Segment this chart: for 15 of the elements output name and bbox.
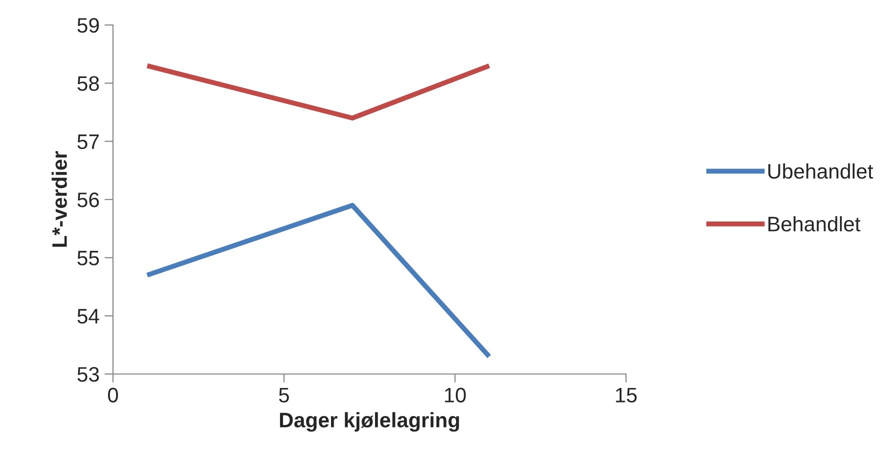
legend-label: Behandlet bbox=[768, 216, 860, 232]
y-tick-label: 56 bbox=[77, 192, 99, 208]
y-axis-title: L*-verdier bbox=[52, 151, 67, 247]
y-tick-label: 53 bbox=[77, 367, 99, 382]
x-tick-label: 15 bbox=[616, 388, 637, 402]
y-tick-label: 59 bbox=[77, 18, 99, 33]
y-tick-label: 58 bbox=[77, 76, 99, 91]
x-axis-title: Dager kjølelagring bbox=[280, 412, 459, 432]
y-tick-label: 57 bbox=[77, 134, 99, 150]
x-tick-label: 10 bbox=[445, 388, 466, 402]
legend-label: Ubehandlet bbox=[768, 163, 874, 179]
x-tick-label: 5 bbox=[279, 388, 289, 402]
x-tick-label: 0 bbox=[108, 388, 118, 402]
y-tick-label: 54 bbox=[77, 309, 100, 324]
y-tick-label: 55 bbox=[77, 250, 99, 266]
